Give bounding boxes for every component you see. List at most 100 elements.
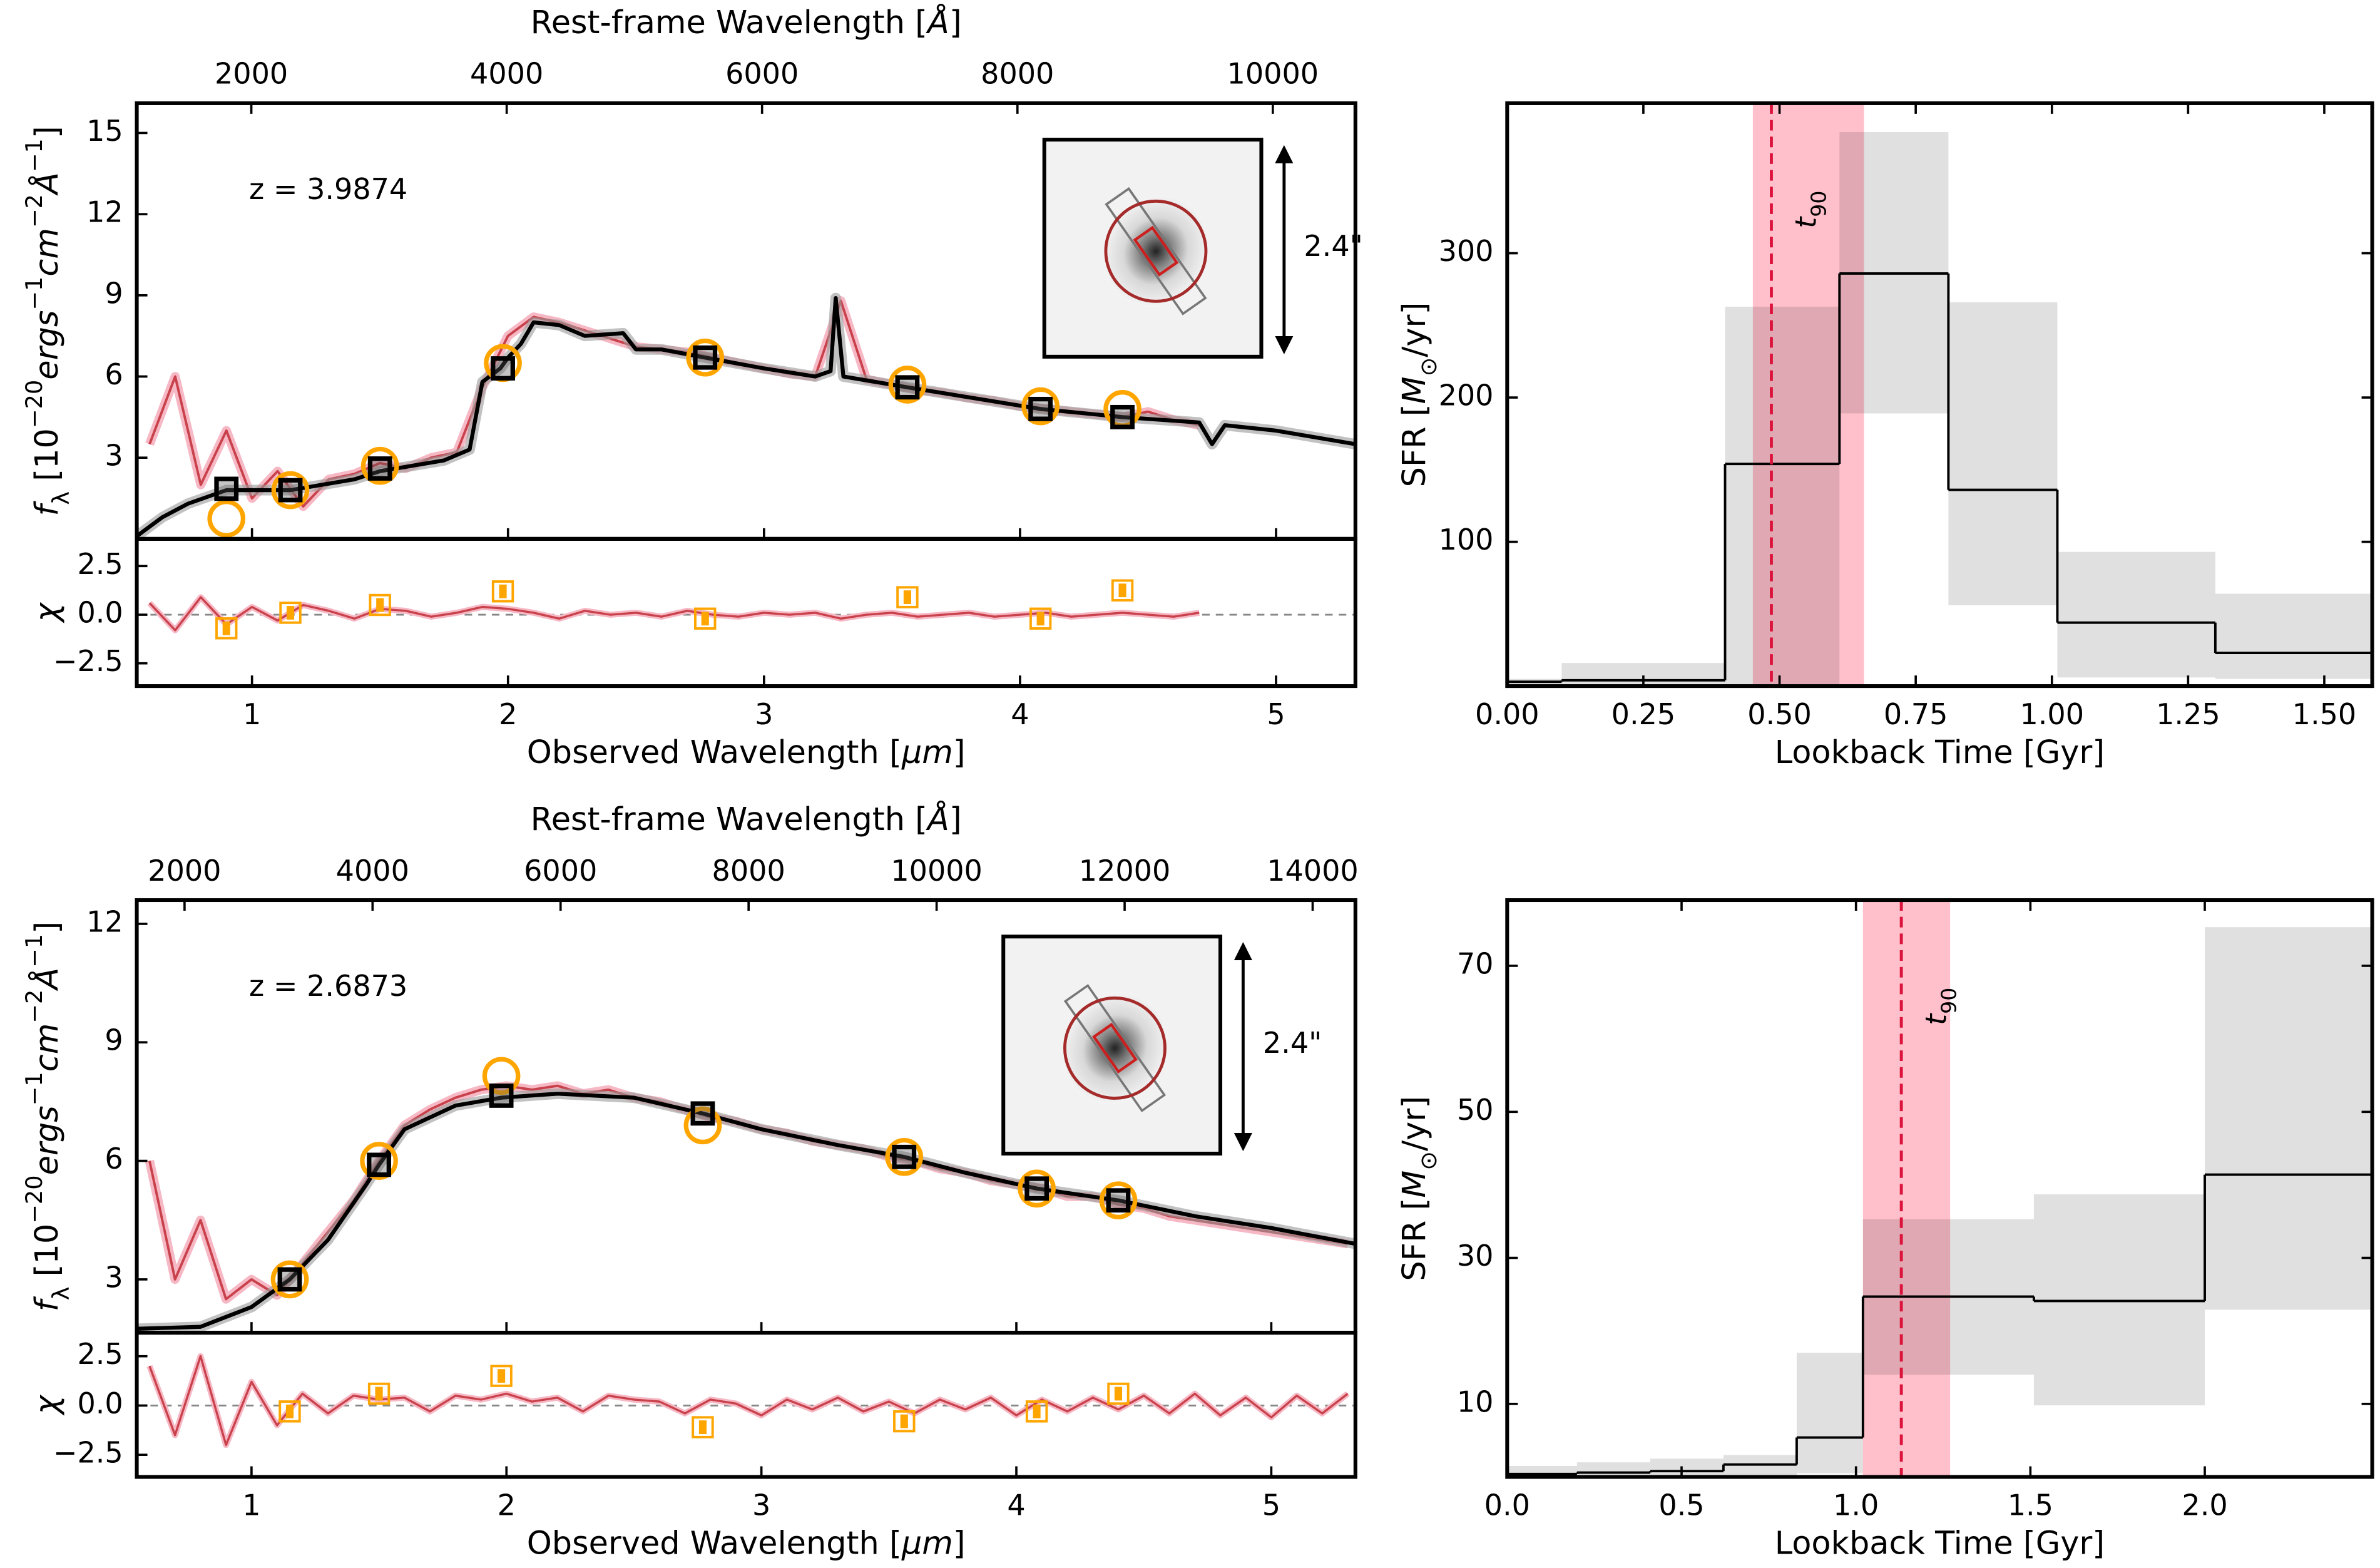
x-tick-label: 0.00 <box>1475 697 1540 731</box>
x-tick-label: 5 <box>1262 1489 1280 1522</box>
sfr-band <box>1948 302 2058 606</box>
residual-y-tick-label: 2.5 <box>77 547 123 581</box>
x-tick-label: 1.0 <box>1833 1489 1879 1522</box>
photometry-residual-bar <box>222 621 230 635</box>
y-tick-label: 12 <box>86 904 123 938</box>
photometry-residual <box>279 602 302 624</box>
x-tick-label: 1.00 <box>2020 697 2084 731</box>
model <box>136 295 1356 538</box>
label-part: /yr] <box>1396 1096 1433 1151</box>
observed-photometry <box>207 500 246 538</box>
model-photometry <box>693 345 718 370</box>
y-tick-label: 70 <box>1457 946 1494 980</box>
spectrum-panel <box>136 1057 1356 1333</box>
x-tick-label: 5 <box>1267 697 1285 731</box>
label-part: −20 <box>21 380 48 428</box>
t90-label: t90 <box>1919 988 1961 1025</box>
y-tick-label: 3 <box>105 439 123 473</box>
x-tick-label: 0.5 <box>1658 1489 1704 1522</box>
shutter <box>1133 225 1179 277</box>
observed-photometry <box>686 338 725 377</box>
model-photometry <box>491 356 515 381</box>
residual-panel <box>136 1353 1356 1448</box>
label-part: M <box>1396 376 1433 404</box>
label-part: ] <box>953 734 966 771</box>
t90-band <box>1862 900 1951 1477</box>
photometry-residual <box>215 617 238 640</box>
x-axis-label: Observed Wavelength [μm] <box>527 1525 966 1562</box>
x-tick-label: 4 <box>1011 697 1029 731</box>
observed-photometry <box>683 1106 722 1145</box>
top-x-tick-label: 8000 <box>981 57 1054 91</box>
x-tick-label: 0.75 <box>1884 697 1948 731</box>
t90-label: t90 <box>1789 191 1831 228</box>
model-photometry <box>895 375 920 400</box>
y-tick-label: 30 <box>1457 1239 1494 1273</box>
x-tick-label: 2.0 <box>2182 1489 2227 1522</box>
spectrum-residual <box>148 1355 1349 1447</box>
label-part: ⊙ <box>1415 357 1442 377</box>
photometry-residual <box>896 586 919 608</box>
label-part: Rest-frame Wavelength [ <box>531 4 927 41</box>
top-x-tick-label: 6000 <box>725 57 799 91</box>
top-x-tick-label: 12000 <box>1079 854 1171 888</box>
model-photometry <box>1028 396 1053 421</box>
spectrum-residual <box>148 596 1200 632</box>
model-photometry <box>214 476 239 501</box>
label-part: t <box>1789 216 1822 228</box>
label-part: ] <box>953 1525 966 1562</box>
photometry-residual-bar <box>498 1369 506 1383</box>
photometry-residual-bar <box>376 598 384 612</box>
residual-y-axis-label: χ <box>29 1394 66 1416</box>
residual-panel <box>136 579 1356 640</box>
cutout-frame <box>1001 935 1223 1156</box>
photometry-residual-bar <box>701 612 709 626</box>
aperture <box>1104 199 1208 303</box>
photometry-residual <box>1107 1382 1130 1405</box>
slit <box>1063 983 1167 1112</box>
top-x-tick-label: 8000 <box>712 854 785 888</box>
photometry-residual-bar <box>285 1404 294 1418</box>
label-part: μm <box>901 1525 953 1562</box>
x-tick-label: 3 <box>752 1489 770 1522</box>
y-tick-label: 6 <box>105 357 123 391</box>
label-part: λ <box>48 1287 74 1301</box>
scale-label: 2.4" <box>1304 229 1362 263</box>
label-part: [10 <box>29 1224 66 1287</box>
label-part: M <box>1396 1171 1433 1198</box>
photometry-residual <box>1025 1400 1048 1423</box>
top-x-tick-label: 14000 <box>1267 854 1359 888</box>
model-photometry <box>1110 404 1135 429</box>
y-tick-label: 9 <box>105 1023 123 1057</box>
redshift-annotation: z = 3.9874 <box>249 172 407 206</box>
residual-y-tick-label: 2.5 <box>77 1337 123 1371</box>
photometry-residual-bar <box>375 1386 383 1401</box>
model <box>136 1092 1356 1331</box>
label-part: t <box>1919 1013 1953 1025</box>
y-tick-label: 200 <box>1439 379 1494 412</box>
sfr-band <box>1723 1455 1797 1477</box>
label-part: Å <box>27 968 66 992</box>
sfh-panel <box>1507 103 2372 687</box>
y-tick-label: 10 <box>1457 1385 1494 1418</box>
galaxy <box>1102 195 1210 307</box>
top-x-tick-label: 4000 <box>470 57 543 91</box>
photometry-residual-bar <box>1033 1404 1041 1418</box>
label-part: −20 <box>21 1175 48 1223</box>
observed-photometry <box>888 366 927 404</box>
aperture <box>1063 996 1167 1100</box>
shutter <box>1092 1022 1138 1074</box>
photometry-residual <box>694 607 717 630</box>
photometry-residual <box>490 1365 513 1387</box>
label-part: ergs <box>29 1105 66 1175</box>
photometry-residual <box>692 1416 714 1438</box>
observed-photometry <box>885 1137 924 1176</box>
label-part: μm <box>901 734 953 771</box>
label-part: ] <box>29 921 66 934</box>
sfr-band <box>2205 927 2372 1310</box>
x-tick-label: 4 <box>1007 1489 1025 1522</box>
label-part: SFR [ <box>1396 1198 1433 1281</box>
model-photometry <box>690 1101 715 1126</box>
sfr-band <box>2057 551 2215 678</box>
